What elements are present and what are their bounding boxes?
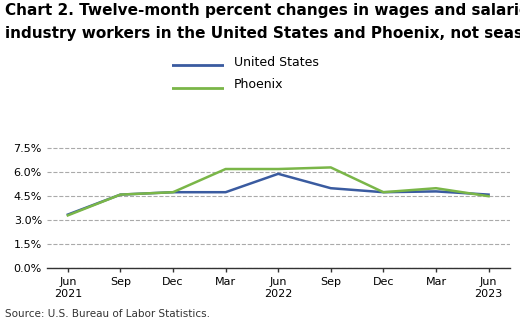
Line: Phoenix: Phoenix: [68, 167, 489, 215]
Phoenix: [118, 193, 124, 197]
Phoenix: [275, 167, 281, 171]
Phoenix: [433, 186, 439, 190]
United States: [380, 190, 386, 194]
Phoenix: [328, 165, 334, 169]
United States: [328, 186, 334, 190]
Text: industry workers in the United States and Phoenix, not seasonally adjusted: industry workers in the United States an…: [5, 26, 520, 41]
United States: [486, 193, 492, 197]
Text: Chart 2. Twelve-month percent changes in wages and salaries for private: Chart 2. Twelve-month percent changes in…: [5, 3, 520, 18]
Phoenix: [170, 190, 176, 194]
Phoenix: [223, 167, 229, 171]
Phoenix: [486, 194, 492, 198]
United States: [433, 189, 439, 193]
Phoenix: [64, 214, 71, 217]
United States: [170, 190, 176, 194]
United States: [64, 213, 71, 216]
United States: [275, 172, 281, 176]
United States: [118, 193, 124, 197]
United States: [223, 190, 229, 194]
Line: United States: United States: [68, 174, 489, 215]
Text: Phoenix: Phoenix: [234, 78, 283, 92]
Text: Source: U.S. Bureau of Labor Statistics.: Source: U.S. Bureau of Labor Statistics.: [5, 309, 210, 319]
Phoenix: [380, 190, 386, 194]
Text: United States: United States: [234, 56, 319, 69]
